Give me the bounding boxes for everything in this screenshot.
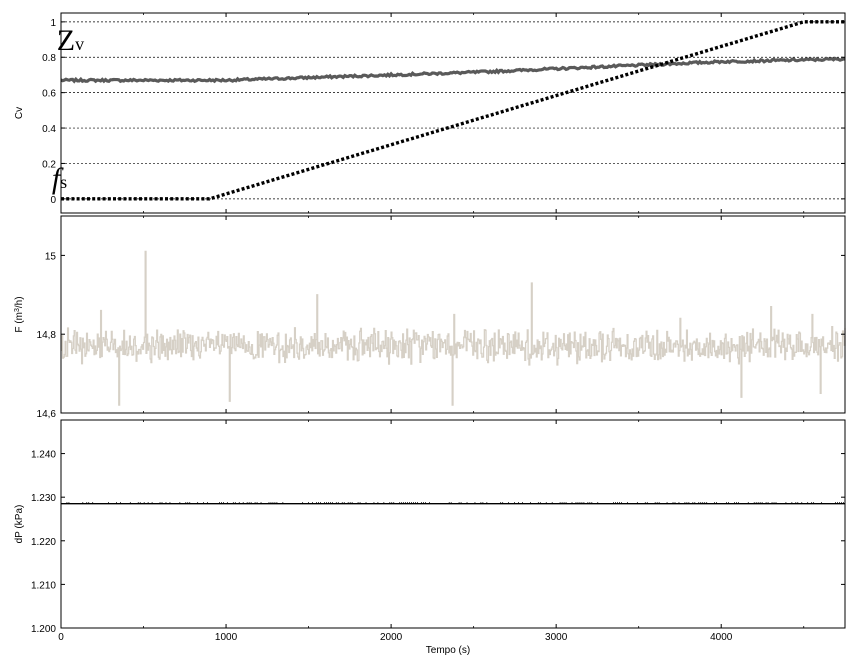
y-tick-label: 0.4 [42, 124, 56, 135]
annotation-fs: fs [52, 162, 67, 195]
y-tick-label: 0.8 [42, 53, 56, 64]
y-tick-label: 1.220 [31, 537, 56, 548]
annotation-zv: Zv [57, 24, 84, 57]
y-tick-label: 0.2 [42, 159, 56, 170]
panel-1: 0 0.2 0.4 0.6 0.8 1 Cv Zv fs [14, 12, 846, 214]
y-tick-label: 14,6 [37, 409, 57, 420]
y-axis-label: dP (kPa) [14, 505, 25, 544]
y-tick-label: 1.200 [31, 624, 56, 635]
y-tick-label: 15 [45, 251, 57, 262]
series-line-fs [61, 20, 845, 201]
panel-2: 14,6 14,8 15 F (m3/h) [14, 215, 846, 420]
y-tick-label: 1.210 [31, 580, 56, 591]
series-line-flow [61, 250, 846, 406]
y-tick-label: 0.6 [42, 89, 56, 100]
y-tick-label: 0 [50, 195, 56, 206]
x-tick-label: 0 [58, 632, 64, 643]
panel-3: 1.200 1.210 1.220 1.230 1.240 dP (kPa) 0 1000 20… [14, 419, 846, 656]
x-tick-label: 4000 [710, 632, 733, 643]
plot-frame [60, 12, 846, 214]
x-tick-label: 3000 [545, 632, 568, 643]
x-tick-label: 2000 [380, 632, 403, 643]
series-line-zv [60, 56, 846, 84]
y-tick-label: 14,8 [37, 330, 57, 341]
y-tick-label: 1 [50, 18, 56, 29]
y-tick-label: 1.230 [31, 493, 56, 504]
x-axis-label: Tempo (s) [426, 645, 470, 656]
y-tick-label: 1.240 [31, 450, 56, 461]
plot-frame [60, 215, 846, 414]
plot-frame [60, 419, 846, 629]
y-axis-label: Cv [14, 107, 25, 119]
y-axis-label: F (m3/h) [14, 296, 26, 332]
x-tick-label: 1000 [215, 632, 238, 643]
